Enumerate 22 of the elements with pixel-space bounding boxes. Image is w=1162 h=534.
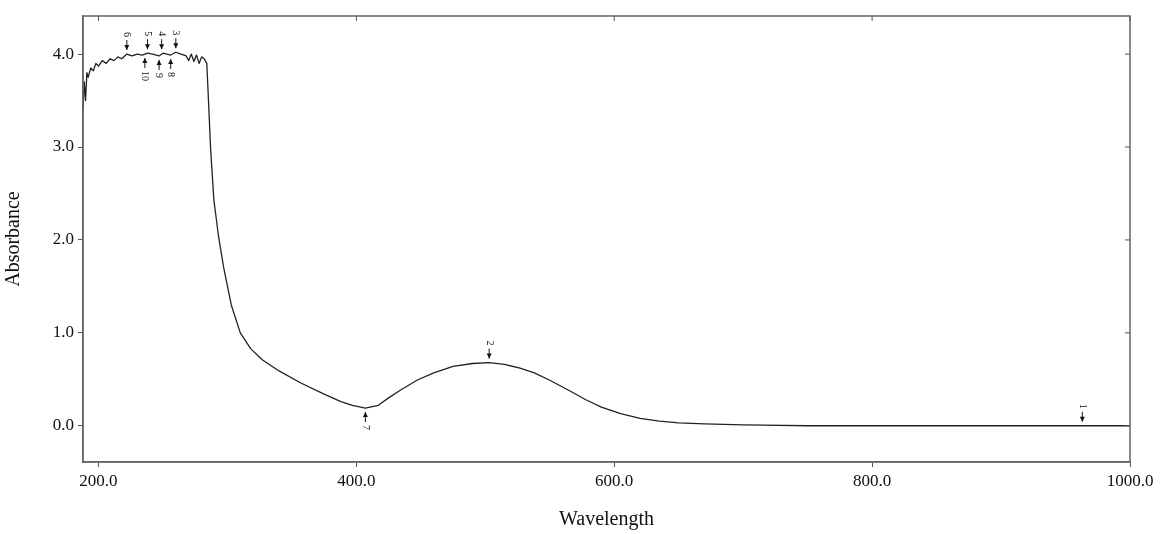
y-tick-label: 3.0 bbox=[52, 136, 74, 156]
y-tick-label: 2.0 bbox=[52, 229, 74, 249]
x-tick-label: 1000.0 bbox=[1106, 470, 1154, 490]
x-tick-label: 600.0 bbox=[595, 470, 634, 490]
x-tick-label: 400.0 bbox=[337, 470, 376, 490]
x-tick-label: 200.0 bbox=[79, 470, 118, 490]
annotation: 6 bbox=[122, 32, 134, 38]
y-tick-label: 0.0 bbox=[52, 415, 74, 435]
annotation: 7 bbox=[360, 425, 372, 431]
annotation: 9 bbox=[154, 72, 166, 78]
x-tick-label: 800.0 bbox=[852, 470, 892, 490]
y-tick-label: 1.0 bbox=[52, 322, 74, 342]
annotation: 4 bbox=[157, 31, 169, 37]
annotation: 2 bbox=[484, 340, 496, 346]
x-axis-title: Wavelength bbox=[558, 507, 655, 531]
y-tick-label: 4.0 bbox=[52, 43, 74, 63]
annotation: 8 bbox=[166, 72, 178, 78]
annotation: 3 bbox=[171, 30, 183, 36]
annotation: 5 bbox=[142, 31, 154, 37]
annotation: 10 bbox=[140, 71, 152, 82]
annotation: 1 bbox=[1077, 403, 1089, 409]
y-axis-title: Absorbance bbox=[1, 191, 24, 287]
